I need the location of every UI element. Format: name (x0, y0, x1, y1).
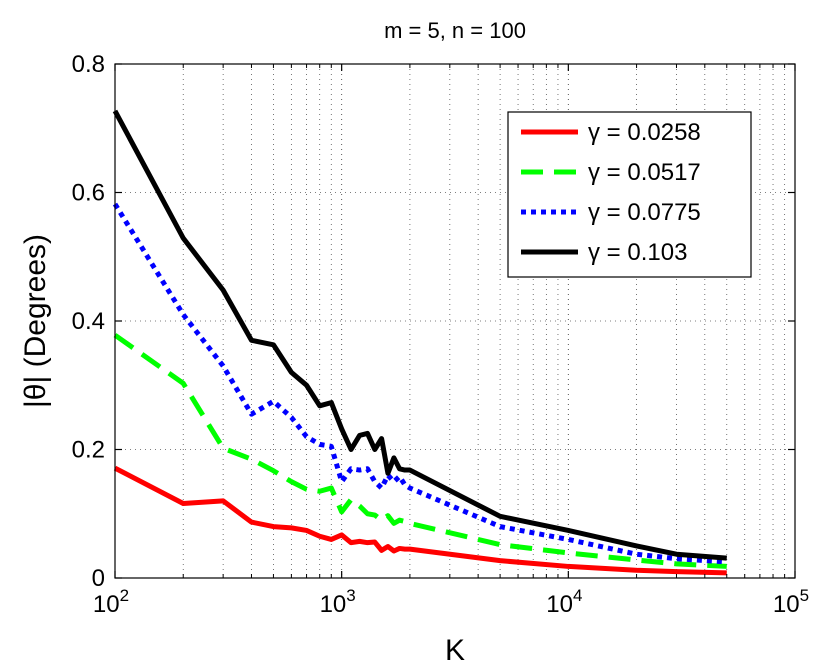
x-tick-labels: 102 103 104 105 (93, 586, 809, 618)
x-axis-label: K (445, 634, 465, 667)
tick-marks (114, 63, 796, 579)
x-tick-label: 102 (93, 586, 129, 618)
legend-label-3: γ = 0.0775 (588, 199, 701, 226)
x-tick-label: 104 (546, 586, 582, 618)
y-tick-label: 0.4 (72, 308, 105, 335)
x-tick-label: 105 (773, 586, 809, 618)
series-group (112, 109, 727, 576)
y-tick-label: 0.8 (72, 51, 105, 78)
series-line-4 (112, 109, 727, 561)
series-line-1 (113, 465, 727, 576)
series-line-3 (112, 202, 727, 565)
chart-title: m = 5, n = 100 (384, 18, 526, 43)
series-line-2 (113, 333, 727, 569)
y-tick-label: 0.2 (72, 437, 105, 464)
x-tick-label: 103 (320, 586, 356, 618)
legend-label-4: γ = 0.103 (588, 239, 687, 266)
legend-label-1: γ = 0.0258 (588, 119, 701, 146)
y-axis-label: |θ| (Degrees) (19, 234, 52, 408)
legend: γ = 0.0258 γ = 0.0517 γ = 0.0775 γ = 0.103 (507, 111, 752, 278)
legend-label-2: γ = 0.0517 (588, 159, 701, 186)
y-tick-labels: 0 0.2 0.4 0.6 0.8 (72, 51, 105, 592)
y-tick-label: 0.6 (72, 180, 105, 207)
y-tick-label: 0 (92, 565, 105, 592)
